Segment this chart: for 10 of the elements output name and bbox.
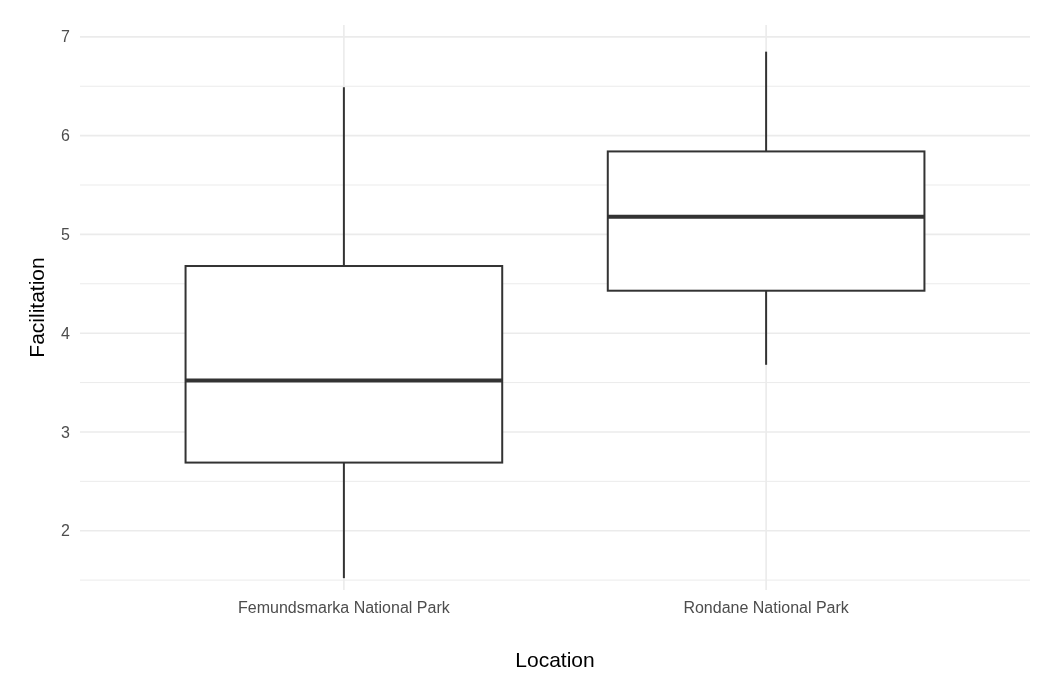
x-tick-label: Rondane National Park: [683, 599, 850, 617]
y-axis-title: Facilitation: [25, 257, 48, 358]
x-tick-label: Femundsmarka National Park: [238, 599, 451, 617]
x-axis-title: Location: [515, 648, 595, 671]
y-tick-label: 3: [61, 423, 71, 441]
y-tick-label: 4: [61, 324, 71, 342]
y-tick-label: 2: [61, 522, 71, 540]
y-tick-label: 5: [61, 226, 71, 244]
y-tick-label: 6: [61, 127, 71, 145]
y-tick-label: 7: [61, 28, 71, 46]
